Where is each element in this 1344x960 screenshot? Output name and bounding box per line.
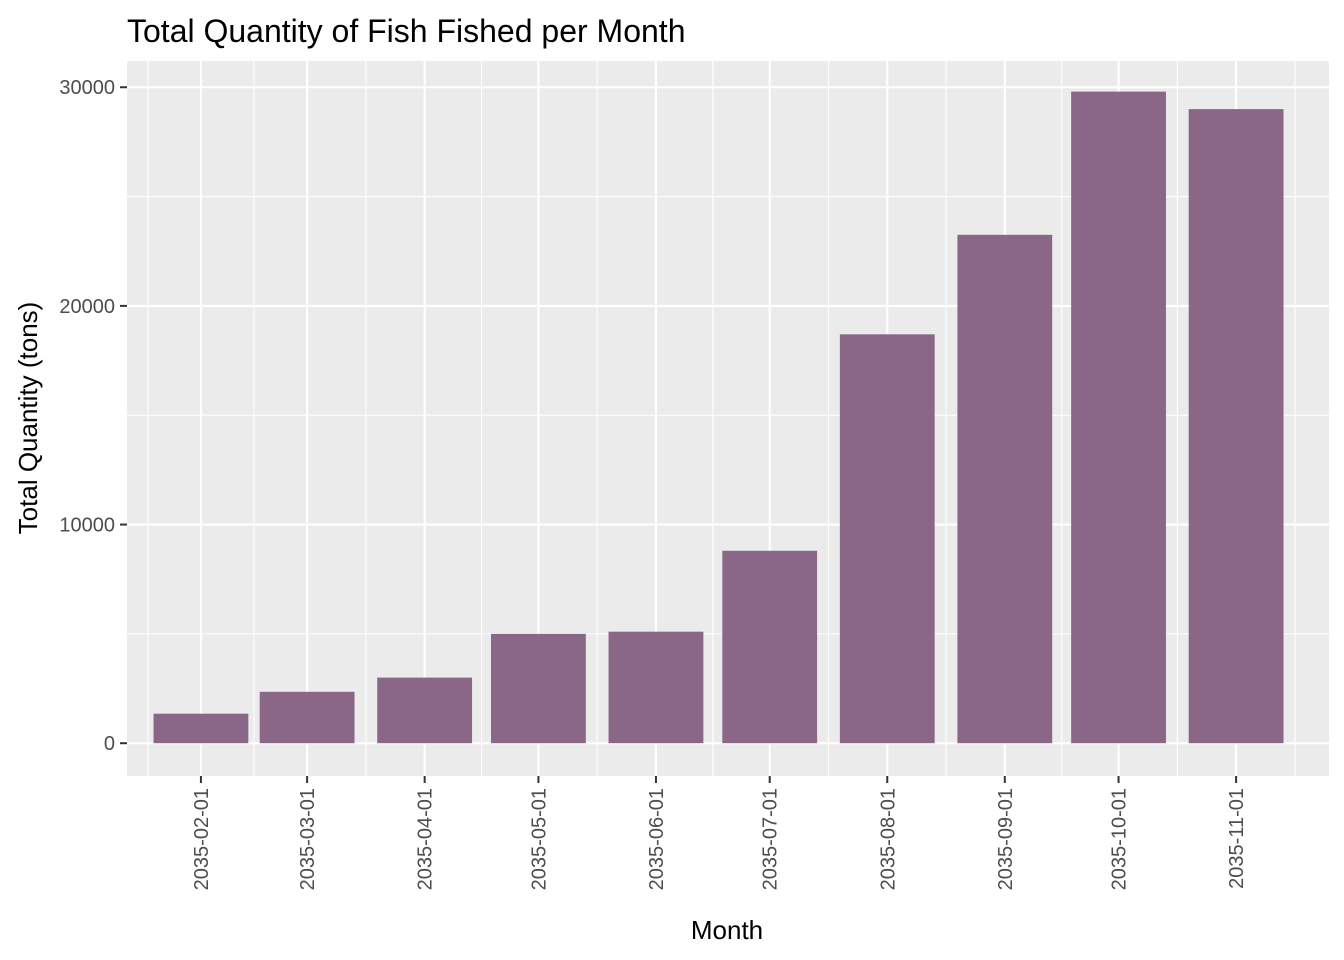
x-tick-label: 2035-11-01 — [1226, 788, 1248, 889]
bar-2035-09-01 — [957, 234, 1053, 744]
bar-2035-03-01 — [259, 691, 355, 744]
y-axis: 0 10000 20000 30000 — [59, 77, 127, 755]
bar-2035-10-01 — [1071, 91, 1166, 744]
chart-title: Total Quantity of Fish Fished per Month — [127, 13, 685, 49]
x-tick-label: 2035-09-01 — [995, 788, 1017, 890]
bar-2035-05-01 — [491, 633, 586, 744]
y-tick-label: 10000 — [59, 515, 115, 537]
x-tick-label: 2035-03-01 — [297, 788, 319, 890]
bars — [153, 91, 1284, 744]
x-tick-label: 2035-06-01 — [646, 788, 668, 890]
y-tick-label: 20000 — [59, 296, 115, 318]
x-tick-label: 2035-10-01 — [1109, 788, 1131, 890]
x-tick-label: 2035-05-01 — [528, 788, 550, 890]
bar-2035-07-01 — [722, 550, 818, 744]
x-tick-label: 2035-04-01 — [415, 788, 437, 890]
y-axis-title: Total Quantity (tons) — [13, 302, 43, 535]
bar-2035-11-01 — [1188, 109, 1284, 744]
bar-2035-08-01 — [839, 334, 935, 744]
bar-2035-06-01 — [608, 631, 704, 744]
y-tick-label: 30000 — [59, 77, 115, 99]
x-tick-label: 2035-02-01 — [191, 788, 213, 890]
x-tick-label: 2035-07-01 — [760, 788, 782, 890]
bar-2035-02-01 — [153, 713, 249, 744]
x-tick-label: 2035-08-01 — [877, 788, 899, 890]
x-axis: 2035-02-01 2035-03-01 2035-04-01 2035-05-01… — [191, 776, 1248, 890]
y-tick-label: 0 — [104, 733, 115, 755]
bar-2035-04-01 — [377, 677, 473, 744]
x-axis-title: Month — [691, 915, 763, 945]
